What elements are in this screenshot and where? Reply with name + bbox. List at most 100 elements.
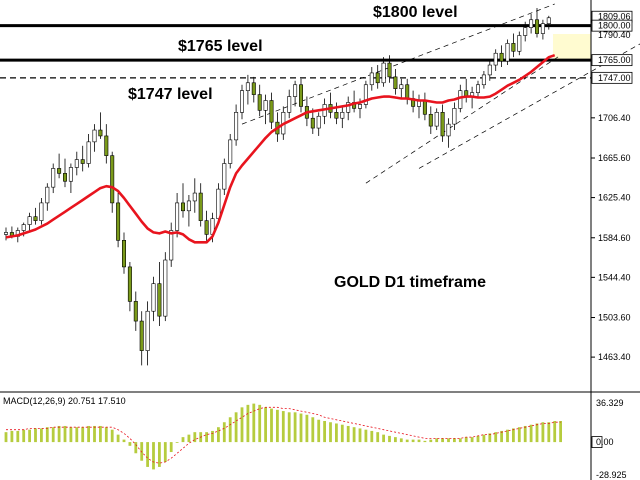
candle-body — [234, 112, 239, 141]
candle-body — [45, 186, 50, 204]
candle-body — [198, 192, 203, 221]
candle-body — [139, 320, 144, 351]
macd-bar — [559, 420, 562, 443]
macd-bar — [335, 423, 338, 443]
candle-body — [446, 123, 451, 137]
macd-bar — [252, 403, 256, 443]
candle-body — [74, 159, 79, 168]
price-tick-label: 1463.40 — [598, 352, 631, 362]
macd-bar — [358, 428, 362, 443]
candle-body — [293, 84, 298, 97]
candle-body — [145, 310, 150, 351]
macd-bar — [299, 413, 303, 443]
macd-zero-box — [591, 436, 603, 448]
candle-body — [269, 100, 274, 123]
macd-bar — [69, 427, 73, 443]
price-highlight-label: 1800.00 — [598, 21, 631, 31]
macd-bar — [122, 439, 126, 443]
candle-body — [92, 129, 97, 143]
level-label-1765: $1765 level — [178, 38, 263, 55]
macd-bar — [45, 427, 49, 443]
candle-body — [169, 230, 174, 261]
macd-bar — [75, 427, 79, 443]
macd-bar — [40, 428, 43, 443]
macd-bar — [81, 427, 85, 443]
candle-body — [245, 82, 250, 91]
macd-bar — [535, 423, 539, 443]
candle-body — [405, 84, 410, 99]
macd-bar — [205, 432, 208, 443]
price-highlight-zone — [553, 34, 591, 60]
macd-bar — [222, 422, 226, 443]
price-tick-label: 1584.60 — [598, 233, 631, 243]
macd-bar — [453, 438, 456, 443]
macd-bar — [346, 425, 350, 443]
macd-bar — [10, 430, 14, 443]
macd-bar — [51, 427, 55, 443]
price-highlight-label: 1765.00 — [598, 55, 631, 65]
macd-bar — [441, 438, 444, 443]
macd-bar — [382, 434, 385, 443]
candle-body — [240, 90, 245, 113]
candle-body — [529, 19, 534, 28]
macd-bar — [93, 425, 96, 443]
macd-bar — [175, 442, 179, 443]
macd-bar — [553, 420, 557, 443]
macd-bar — [329, 422, 332, 443]
candle-body — [62, 173, 67, 182]
macd-bar — [376, 432, 380, 443]
candle-body — [33, 216, 38, 221]
macd-bar — [240, 407, 244, 443]
candle-body — [369, 72, 374, 86]
macd-bar — [340, 424, 344, 443]
candle-body — [4, 232, 9, 235]
macd-bar — [104, 427, 108, 443]
macd-bar — [116, 434, 120, 443]
candle-body — [98, 129, 103, 137]
macd-bar — [435, 438, 439, 443]
candlesticks — [4, 7, 551, 366]
macd-bar — [270, 408, 273, 443]
macd-bar — [317, 419, 321, 443]
candle-body — [546, 17, 551, 24]
candle-body — [340, 112, 345, 119]
level-label-1747: $1747 level — [128, 86, 213, 103]
macd-bar — [364, 429, 368, 443]
price-tick-labels: 1706.40 1665.60 1625.40 1584.60 1544.40 1503.… — [591, 113, 631, 362]
macd-bar — [163, 442, 167, 462]
price-highlight-label: 1790.40 — [598, 30, 631, 40]
macd-bar — [128, 442, 132, 446]
macd-bar — [158, 442, 161, 467]
macd-bar — [228, 417, 232, 443]
macd-bar — [494, 432, 498, 443]
macd-bar — [411, 439, 415, 443]
candle-body — [21, 224, 26, 231]
price-tick-label: 1625.40 — [598, 193, 631, 203]
macd-bar — [87, 425, 90, 443]
macd-bar — [482, 434, 486, 443]
candle-body — [216, 188, 221, 219]
candle-body — [263, 100, 268, 111]
price-tick-label: 1544.40 — [598, 272, 631, 282]
candle-body — [399, 84, 404, 89]
macd-axis-label: 0.00 — [596, 437, 614, 447]
candle-body — [80, 159, 85, 164]
macd-bar — [500, 430, 503, 443]
candle-body — [51, 168, 56, 188]
macd-bar — [464, 437, 468, 443]
macd-bar — [4, 432, 8, 443]
chart-title: GOLD D1 timeframe — [334, 274, 486, 291]
candle-body — [116, 202, 121, 241]
candle-body — [39, 202, 44, 221]
macd-bar — [134, 442, 138, 454]
macd-histogram — [4, 403, 562, 470]
trend-channel-line-3 — [365, 54, 561, 184]
macd-bar — [523, 425, 527, 443]
macd-bar — [305, 414, 309, 443]
macd-bar — [405, 439, 409, 443]
macd-bar — [323, 420, 326, 443]
candle-body — [175, 202, 180, 231]
macd-bar — [234, 412, 238, 443]
candle-body — [523, 27, 528, 36]
